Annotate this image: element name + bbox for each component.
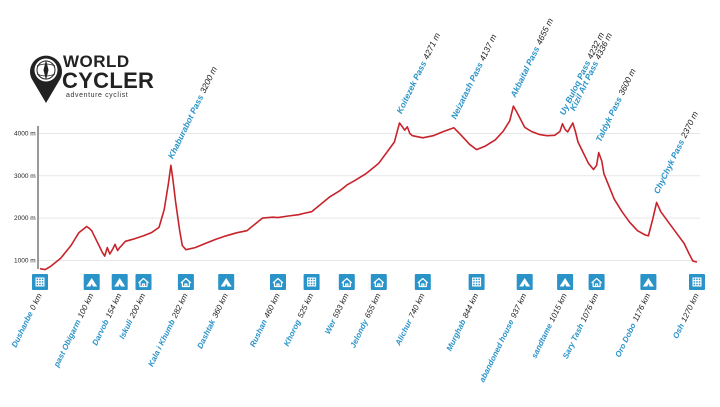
logo-line-1: WORLD xyxy=(63,52,130,71)
pass-label: Taldyk Pass3600 m xyxy=(594,67,638,143)
y-tick-label: 3000 m xyxy=(14,173,36,180)
pass-name: ChyChyk Pass xyxy=(651,138,686,196)
stop-house-icon xyxy=(135,274,152,290)
y-tick-label: 2000 m xyxy=(14,215,36,222)
stop-house-icon xyxy=(588,274,605,290)
stop-label: Darvob154 km xyxy=(91,292,124,347)
stop-tent-icon xyxy=(557,274,574,290)
stop-hotel-icon xyxy=(303,274,320,290)
stop-name: Osh xyxy=(671,322,686,340)
elevation-profile-line xyxy=(39,105,698,271)
stop-label: Oro Dobo1176 km xyxy=(613,292,652,359)
stop-km: 1076 km xyxy=(579,292,601,324)
stop-label: past Obigarm100 km xyxy=(52,292,96,370)
stop-label: Wer593 km xyxy=(323,292,351,336)
stop-label: abandoned house937 km xyxy=(478,292,529,384)
stop-label: Dushanbe0 km xyxy=(10,292,44,349)
pass-name: Khaburabot Pass xyxy=(166,93,206,160)
pass-elevation: 3200 m xyxy=(198,65,219,95)
stop-hotel-icon xyxy=(32,274,48,290)
stop-name: Darvob xyxy=(91,318,111,347)
stop-tent-icon xyxy=(640,274,657,290)
pass-elevation: 4137 m xyxy=(477,32,498,62)
pass-elevation: 3600 m xyxy=(616,67,637,97)
stop-hotel-icon xyxy=(689,274,705,290)
y-gridlines xyxy=(38,133,700,261)
pass-label: Khaburabot Pass3200 m xyxy=(166,65,219,160)
y-axis-tick-labels: 1000 m 2000 m 3000 m 4000 m xyxy=(14,131,36,265)
stop-name: Oro Dobo xyxy=(613,322,637,359)
compass-needle-icon xyxy=(43,60,49,80)
stop-km: 200 km xyxy=(127,292,147,321)
stop-name: Khorog xyxy=(282,318,303,348)
pass-elevation: 2370 m xyxy=(678,110,700,141)
stop-house-icon xyxy=(338,274,355,290)
stop-name: Murghab xyxy=(445,318,468,352)
pass-label: Neizatash Pass4137 m xyxy=(449,32,499,120)
world-cycler-logo: WORLD CYCLER adventure cyclist xyxy=(30,52,154,103)
pass-elevation: 4655 m xyxy=(534,17,555,47)
pass-elevation: 4271 m xyxy=(421,31,442,61)
stop-tent-icon xyxy=(218,274,235,290)
stop-km: 1176 km xyxy=(631,292,652,323)
stop-km: 282 km xyxy=(170,292,190,321)
logo-tagline: adventure cyclist xyxy=(66,92,128,99)
stop-km: 593 km xyxy=(331,292,351,320)
stop-tent-icon xyxy=(111,274,128,290)
pass-label: ChyChyk Pass2370 m xyxy=(651,110,700,196)
stop-km: 655 km xyxy=(363,292,383,320)
stop-tent-icon xyxy=(83,274,100,290)
stop-label: Dashtak360 km xyxy=(195,292,230,350)
stop-name: Dushanbe xyxy=(10,310,35,349)
stop-label: Khorog525 km xyxy=(282,292,316,348)
stop-name: past Obigarm xyxy=(52,318,83,369)
stop-km: 740 km xyxy=(407,292,427,320)
stop-km: 844 km xyxy=(461,292,481,320)
stop-house-icon xyxy=(414,274,431,290)
stop-house-icon xyxy=(370,274,387,290)
pass-name: Taldyk Pass xyxy=(594,95,625,144)
stop-km: 0 km xyxy=(28,292,44,312)
pass-name: Neizatash Pass xyxy=(449,60,485,120)
stop-label: Kala i Khumb282 km xyxy=(146,292,189,368)
stop-name: Rushan xyxy=(248,318,269,348)
stop-name: Sary Tash xyxy=(561,322,586,360)
stop-label: Jelondy655 km xyxy=(348,292,382,350)
pass-name: Akbaital Pass xyxy=(508,44,542,99)
stop-house-icon xyxy=(270,274,286,290)
stop-km: 360 km xyxy=(210,292,230,320)
pass-label: Akbaital Pass4655 m xyxy=(508,17,555,100)
stop-km: 1270 km xyxy=(679,292,701,324)
stop-name: Dashtak xyxy=(195,318,217,350)
stop-hotel-icon xyxy=(468,274,485,290)
stop-label: Rushan460 km xyxy=(248,292,282,349)
y-tick-label: 1000 m xyxy=(14,257,36,264)
stop-house-icon xyxy=(177,274,194,290)
stop-name: Wer xyxy=(323,317,338,335)
stop-name: abandoned house xyxy=(478,318,516,384)
stop-km: 154 km xyxy=(104,292,124,320)
stop-name: Kala i Khumb xyxy=(146,318,177,368)
stop-km: 100 km xyxy=(76,292,96,320)
stop-name: Alichur xyxy=(393,317,414,347)
pass-label: Koitezek Pass4271 m xyxy=(394,31,442,115)
pass-labels: Khaburabot Pass3200 m Koitezek Pass4271 m… xyxy=(166,17,700,196)
stop-label: Alichur740 km xyxy=(393,292,427,348)
stop-label: Sary Tash1076 km xyxy=(561,292,601,361)
stop-km: 525 km xyxy=(296,292,316,320)
logo-line-2: CYCLER xyxy=(62,68,154,93)
stop-tent-icon xyxy=(516,274,533,290)
stop-km: 460 km xyxy=(262,292,282,320)
y-tick-label: 4000 m xyxy=(14,131,36,138)
pass-name: Koitezek Pass xyxy=(394,59,428,115)
stop-name: Jelondy xyxy=(348,318,370,350)
stop-km: 1015 km xyxy=(547,292,569,324)
stop-km: 937 km xyxy=(509,292,529,320)
stop-label: Murghab844 km xyxy=(445,292,481,353)
stop-label: Osh1270 km xyxy=(671,292,701,341)
stop-name: sandtame xyxy=(530,322,555,360)
stop-name: Iskuli xyxy=(117,318,134,341)
